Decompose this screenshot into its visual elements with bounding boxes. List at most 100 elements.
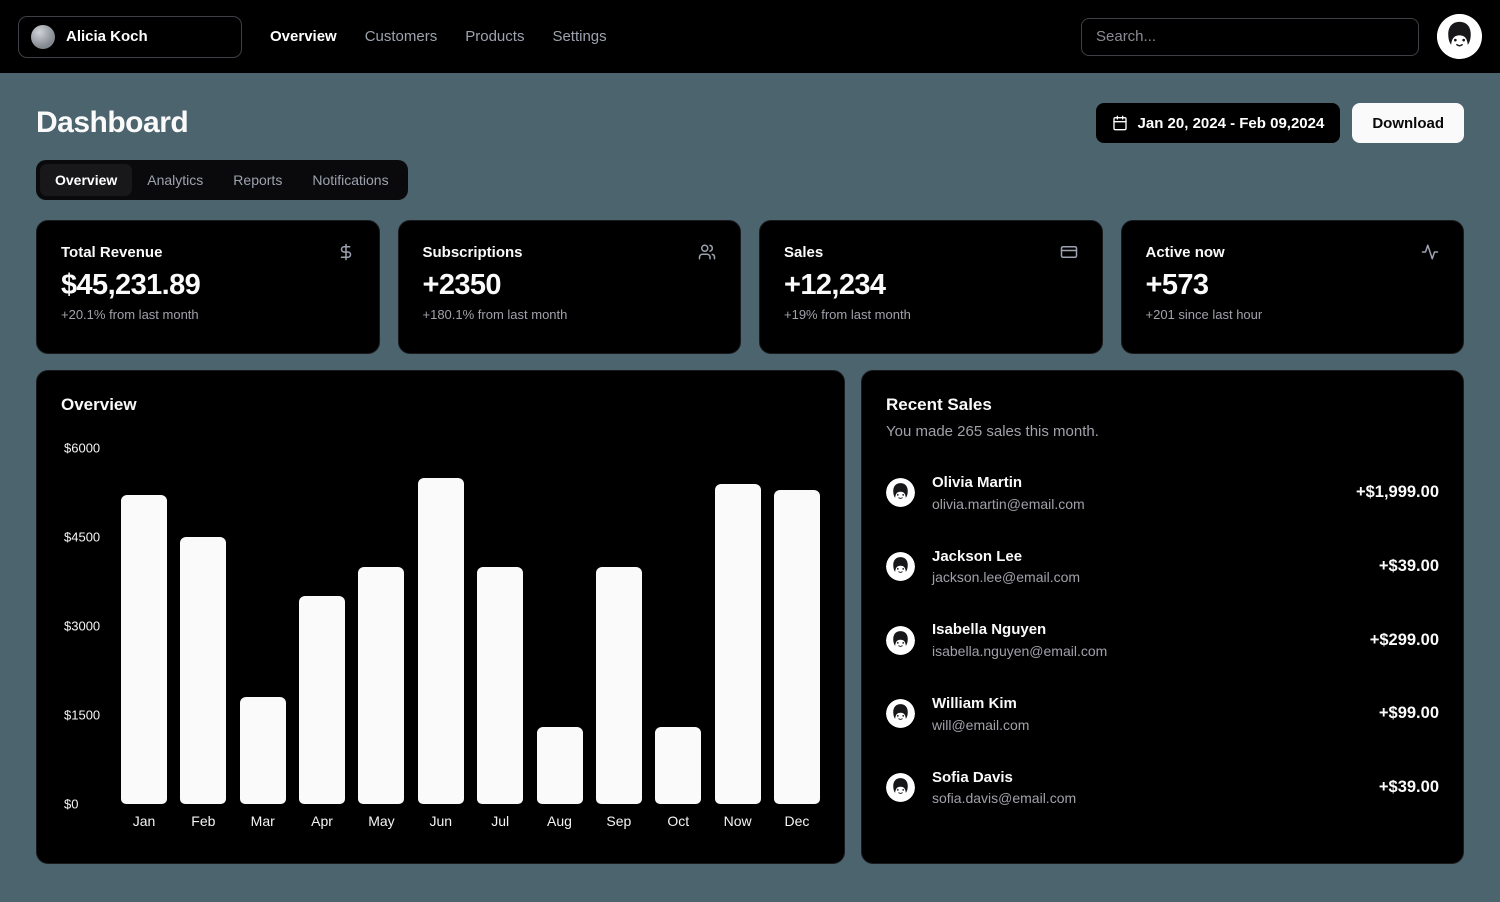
recent-sales-subtitle: You made 265 sales this month.: [886, 423, 1099, 440]
stat-card-subscriptions: Subscriptions +2350 +180.1% from last mont…: [397, 220, 741, 354]
stat-card-note: +20.1% from last month: [61, 307, 199, 322]
date-range-picker[interactable]: Jan 20, 2024 - Feb 09,2024: [1095, 103, 1341, 143]
sale-list-item: Sofia Davis sofia.davis@email.com +$39.00: [886, 768, 1439, 808]
stat-card-title: Sales: [784, 243, 824, 261]
nav-link-overview[interactable]: Overview: [270, 28, 337, 45]
sale-list-item: Isabella Nguyen isabella.nguyen@email.com…: [886, 620, 1439, 660]
overview-chart-card: Overview $6000 $4500 $3000 $1500 $0 Jan Feb Ma…: [36, 370, 845, 864]
stat-card-note: +180.1% from last month: [422, 307, 568, 322]
bar-apr: [299, 596, 346, 804]
bar-dec: [773, 490, 820, 804]
customer-avatar: [886, 478, 915, 508]
y-tick-label: $6000: [64, 440, 101, 456]
stat-card-note: +201 since last hour: [1145, 307, 1263, 322]
customer-name: Isabella Nguyen: [932, 621, 1047, 639]
y-tick-label: $0: [64, 796, 79, 812]
y-tick-label: $3000: [64, 618, 101, 634]
stat-card-value: +12,234: [784, 269, 886, 301]
bar-may: [358, 567, 405, 804]
x-tick-label: Jul: [491, 813, 510, 829]
sale-amount: +$39.00: [1378, 778, 1439, 797]
stat-card-title: Total Revenue: [61, 243, 163, 261]
tab-reports[interactable]: Reports: [218, 164, 297, 196]
bar-jan: [121, 495, 167, 804]
team-avatar: [31, 24, 55, 49]
dashboard-tabs: Overview Analytics Reports Notifications: [36, 160, 408, 200]
customer-avatar: [886, 625, 915, 655]
tab-overview[interactable]: Overview: [40, 164, 133, 196]
sale-list-item: Olivia Martin olivia.martin@email.com +$1,…: [886, 473, 1439, 513]
stat-card-value: +2350: [422, 269, 502, 301]
customer-email: olivia.martin@email.com: [932, 495, 1085, 512]
chart-title: Overview: [61, 395, 137, 414]
user-avatar[interactable]: [1437, 14, 1482, 59]
x-tick-label: Aug: [547, 813, 572, 829]
x-tick-label: Oct: [667, 813, 690, 829]
stat-card-value: $45,231.89: [61, 269, 201, 301]
x-tick-label: Jan: [132, 813, 156, 829]
team-switcher-button[interactable]: Alicia Koch: [18, 15, 242, 58]
date-range-label: Jan 20, 2024 - Feb 09,2024: [1137, 114, 1325, 132]
x-tick-label: Sep: [606, 813, 632, 829]
y-tick-label: $4500: [64, 529, 101, 545]
stat-card-sales: Sales +12,234 +19% from last month: [759, 220, 1103, 354]
bar-aug: [536, 727, 583, 804]
nav-link-settings[interactable]: Settings: [552, 28, 607, 45]
calendar-icon: [1112, 115, 1128, 131]
customer-email: sofia.davis@email.com: [932, 790, 1077, 807]
customer-name: Olivia Martin: [932, 474, 1023, 491]
stat-card-total-revenue: Total Revenue $45,231.89 +20.1% from last …: [36, 220, 380, 354]
page-title: Dashboard: [36, 106, 189, 139]
bar-sep: [595, 567, 642, 804]
credit-card-icon: [1060, 243, 1078, 261]
nav-link-customers[interactable]: Customers: [364, 28, 438, 45]
main-nav: Overview Customers Products Settings: [270, 28, 607, 45]
chart-y-axis: $6000 $4500 $3000 $1500 $0: [61, 441, 117, 812]
sale-amount: +$1,999.00: [1355, 483, 1439, 502]
x-tick-label: Dec: [784, 813, 810, 829]
bar-chart: $6000 $4500 $3000 $1500 $0 Jan Feb Mar Apr May Ju…: [61, 441, 820, 829]
download-button[interactable]: Download: [1352, 103, 1464, 143]
stat-card-value: +573: [1145, 269, 1210, 301]
sale-amount: +$39.00: [1378, 557, 1439, 576]
x-tick-label: Now: [723, 813, 752, 829]
users-icon: [698, 243, 716, 261]
bar-oct: [655, 727, 702, 804]
customer-name: William Kim: [932, 695, 1017, 713]
x-tick-label: May: [368, 813, 395, 829]
chart-bars: [121, 448, 820, 804]
y-tick-label: $1500: [64, 707, 101, 723]
sale-amount: +$99.00: [1378, 704, 1439, 723]
customer-email: will@email.com: [932, 716, 1030, 733]
x-tick-label: Feb: [191, 813, 216, 829]
customer-name: Jackson Lee: [932, 547, 1023, 565]
sale-list-item: Jackson Lee jackson.lee@email.com +$39.00: [886, 547, 1439, 587]
recent-sales-title: Recent Sales: [886, 395, 992, 414]
bar-jul: [477, 567, 524, 804]
bar-now: [714, 484, 761, 804]
customer-email: isabella.nguyen@email.com: [932, 642, 1108, 659]
tab-analytics[interactable]: Analytics: [132, 164, 218, 196]
dollar-sign-icon: [337, 243, 355, 261]
nav-link-products[interactable]: Products: [465, 28, 525, 45]
chart-x-axis: Jan Feb Mar Apr May Jun Jul Aug Sep Oct Now Dec: [121, 813, 820, 829]
customer-avatar: [886, 773, 915, 803]
x-tick-label: Jun: [429, 813, 453, 829]
top-navbar: Alicia Koch Overview Customers Products Set…: [0, 0, 1500, 73]
stat-card-note: +19% from last month: [784, 307, 911, 322]
search-input[interactable]: [1081, 17, 1419, 56]
customer-email: jackson.lee@email.com: [932, 569, 1081, 586]
bar-feb: [180, 537, 227, 804]
recent-sales-card: Recent Sales You made 265 sales this mon…: [861, 370, 1464, 864]
bar-mar: [239, 697, 286, 804]
sale-amount: +$299.00: [1369, 630, 1439, 649]
tab-notifications[interactable]: Notifications: [297, 164, 403, 196]
sale-list-item: William Kim will@email.com +$99.00: [886, 694, 1439, 734]
bar-jun: [417, 478, 464, 804]
stat-card-title: Subscriptions: [422, 243, 523, 261]
stat-card-active-now: Active now +573 +201 since last hour: [1120, 220, 1464, 354]
customer-avatar: [886, 699, 915, 729]
customer-avatar: [886, 552, 915, 582]
activity-icon: [1421, 243, 1439, 261]
dashboard-page: Dashboard Jan 20, 2024 - Feb 09,2024 Dow…: [0, 103, 1500, 864]
